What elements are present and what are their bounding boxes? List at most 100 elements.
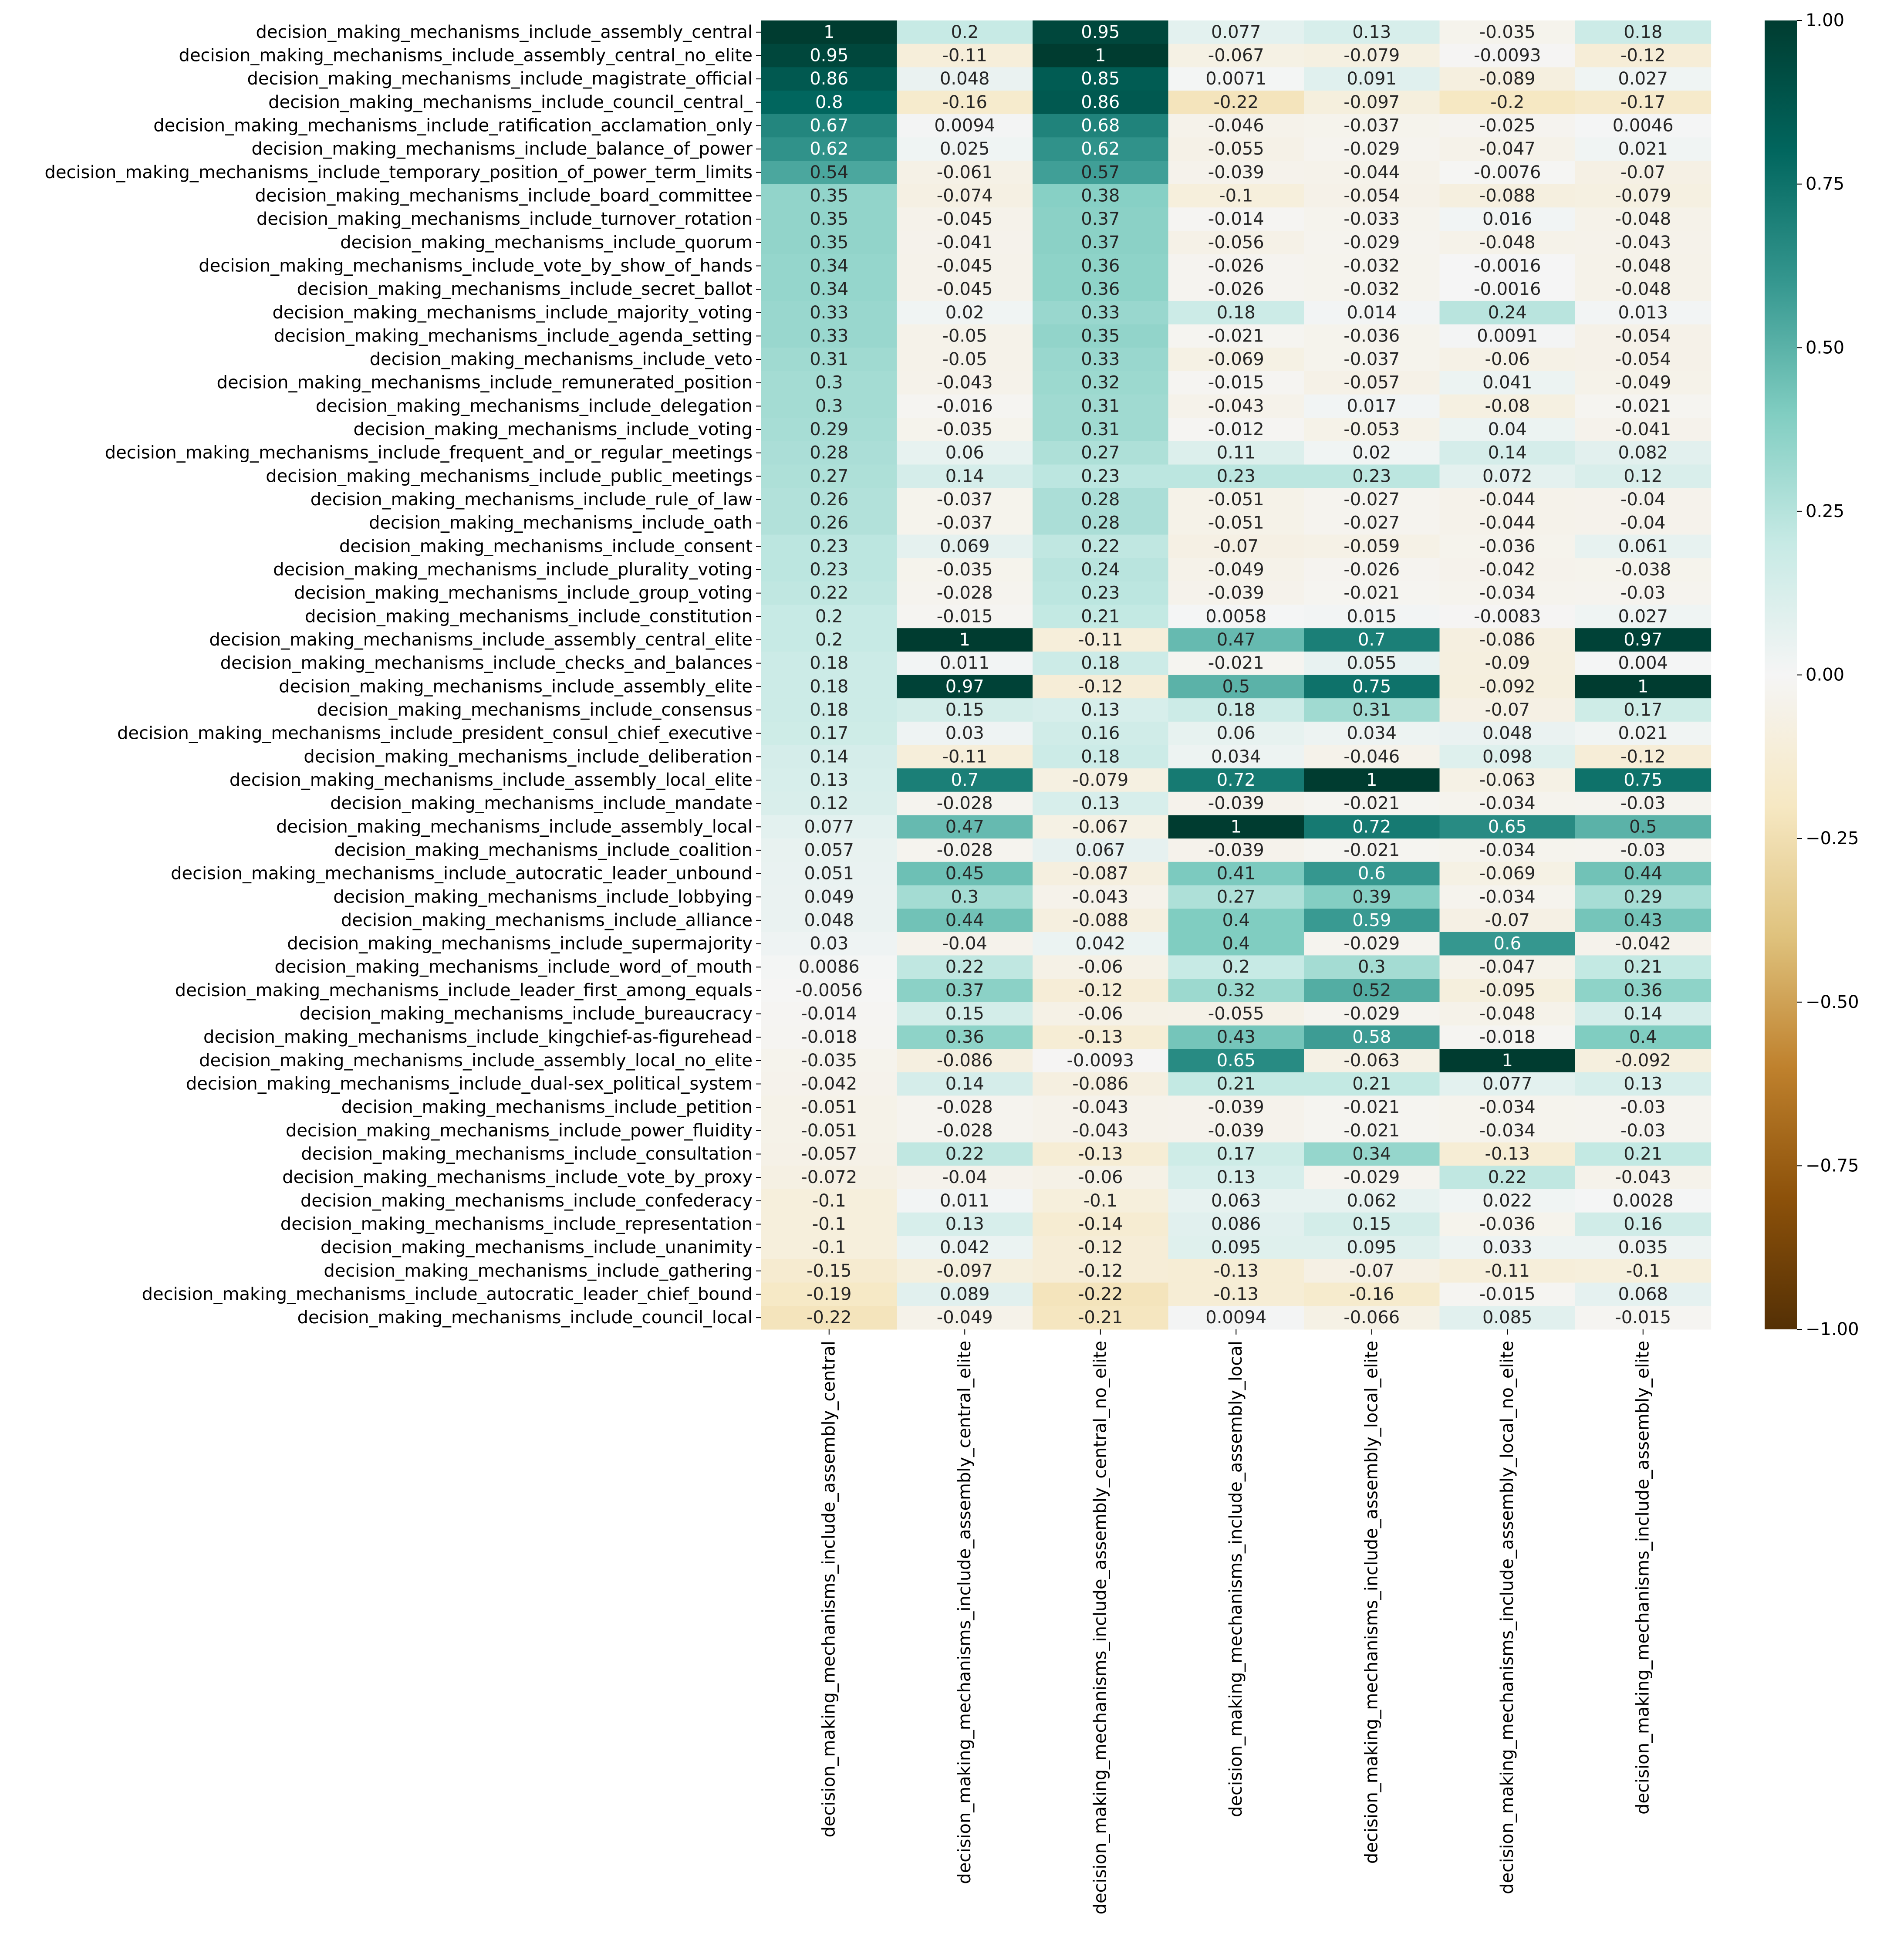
heatmap-cell bbox=[1168, 979, 1304, 1003]
cell-value-label: 0.077 bbox=[1482, 1074, 1533, 1094]
heatmap-cell bbox=[761, 815, 898, 839]
cell-value-label: -0.07 bbox=[1485, 910, 1530, 930]
heatmap-cell bbox=[1575, 90, 1712, 115]
heatmap-cell bbox=[897, 20, 1033, 44]
heatmap-cell bbox=[761, 1259, 898, 1283]
cell-value-label: -0.12 bbox=[1620, 747, 1666, 767]
cell-value-label: -0.07 bbox=[1349, 1261, 1394, 1281]
heatmap-cell bbox=[1033, 581, 1169, 605]
cell-value-label: -0.021 bbox=[1344, 840, 1400, 860]
row-tick-label: decision_making_mechanisms_include_super… bbox=[287, 934, 753, 954]
cell-value-label: 0.32 bbox=[1217, 980, 1256, 1001]
heatmap-cell bbox=[897, 745, 1033, 769]
heatmap-cell bbox=[761, 558, 898, 582]
heatmap-cell bbox=[897, 909, 1033, 933]
row-tick-label: decision_making_mechanisms_include_ratif… bbox=[153, 115, 753, 135]
cell-value-label: -0.1 bbox=[1219, 186, 1253, 206]
row-tick-label: decision_making_mechanisms_include_burea… bbox=[300, 1004, 753, 1024]
cell-value-label: -0.042 bbox=[801, 1074, 857, 1094]
cell-value-label: 0.33 bbox=[810, 303, 848, 323]
cell-value-label: -0.079 bbox=[1344, 45, 1400, 65]
heatmap-cell bbox=[761, 628, 898, 652]
heatmap-cell bbox=[897, 1212, 1033, 1236]
column-tick-label: decision_making_mechanisms_include_assem… bbox=[819, 1341, 839, 1838]
heatmap-cell bbox=[1168, 815, 1304, 839]
cell-value-label: -0.033 bbox=[1344, 209, 1400, 229]
heatmap-cell bbox=[1575, 1166, 1712, 1190]
cell-value-label: 0.034 bbox=[1211, 747, 1261, 767]
cell-value-label: 0.03 bbox=[810, 934, 848, 954]
heatmap-cell bbox=[1575, 207, 1712, 231]
cell-value-label: 0.042 bbox=[1075, 934, 1125, 954]
cell-value-label: 0.54 bbox=[810, 162, 848, 183]
cell-value-label: 0.042 bbox=[940, 1237, 990, 1257]
heatmap-cell bbox=[897, 628, 1033, 652]
cell-value-label: -0.17 bbox=[1620, 92, 1666, 112]
cell-value-label: 0.18 bbox=[1081, 747, 1120, 767]
heatmap-cell bbox=[1033, 932, 1169, 956]
cell-value-label: 0.68 bbox=[1081, 115, 1120, 135]
heatmap-cell bbox=[1033, 20, 1169, 44]
cell-value-label: -0.049 bbox=[937, 1308, 993, 1328]
cell-value-label: 0.011 bbox=[940, 1191, 990, 1211]
heatmap-cell bbox=[1033, 1002, 1169, 1026]
cell-value-label: -0.021 bbox=[1615, 396, 1671, 416]
row-tick-label: decision_making_mechanisms_include_presi… bbox=[117, 723, 753, 744]
cell-value-label: 0.7 bbox=[951, 770, 979, 790]
heatmap-cell bbox=[1304, 44, 1440, 68]
heatmap-cell bbox=[761, 862, 898, 886]
cell-value-label: -0.0093 bbox=[1474, 45, 1541, 65]
heatmap-cell bbox=[1304, 371, 1440, 395]
heatmap-cell bbox=[1575, 114, 1712, 138]
heatmap-cell bbox=[761, 909, 898, 933]
heatmap-cell bbox=[1033, 1049, 1169, 1073]
cell-value-label: -0.047 bbox=[1479, 139, 1536, 159]
cell-value-label: -0.1 bbox=[812, 1214, 846, 1234]
colorbar-tick-label: 0.50 bbox=[1806, 338, 1844, 358]
heatmap-cell bbox=[1304, 768, 1440, 792]
cell-value-label: -0.22 bbox=[807, 1308, 852, 1328]
cell-value-label: -0.06 bbox=[1078, 1167, 1123, 1187]
heatmap-cell bbox=[761, 1072, 898, 1096]
cell-value-label: -0.0093 bbox=[1067, 1051, 1134, 1071]
row-tick-label: decision_making_mechanisms_include_lobby… bbox=[333, 887, 753, 907]
heatmap-cell bbox=[1304, 1072, 1440, 1096]
cell-value-label: -0.028 bbox=[937, 1097, 993, 1117]
heatmap-cell bbox=[1575, 160, 1712, 185]
heatmap-cell bbox=[1304, 511, 1440, 535]
cell-value-label: -0.036 bbox=[1479, 1214, 1536, 1234]
cell-value-label: 0.34 bbox=[810, 256, 848, 276]
cell-value-label: -0.074 bbox=[937, 186, 993, 206]
heatmap-cell bbox=[761, 277, 898, 301]
cell-value-label: -0.12 bbox=[1620, 45, 1666, 65]
heatmap-cell bbox=[761, 324, 898, 348]
cell-value-label: 0.13 bbox=[945, 1214, 984, 1234]
cell-value-label: 0.59 bbox=[1352, 910, 1391, 930]
heatmap-cell bbox=[1439, 768, 1576, 792]
row-tick-label: decision_making_mechanisms_include_leade… bbox=[175, 980, 753, 1001]
row-tick-label: decision_making_mechanisms_include_veto bbox=[370, 349, 753, 369]
row-tick-label: decision_making_mechanisms_include_rule_… bbox=[311, 490, 753, 510]
heatmap-cell bbox=[761, 114, 898, 138]
heatmap-cell bbox=[1033, 651, 1169, 676]
cell-value-label: 0.35 bbox=[1081, 326, 1120, 346]
heatmap-cell bbox=[1033, 324, 1169, 348]
heatmap-cell bbox=[761, 371, 898, 395]
cell-value-label: 0.0091 bbox=[1477, 326, 1538, 346]
heatmap-cell bbox=[1168, 1236, 1304, 1260]
heatmap-cell bbox=[1033, 277, 1169, 301]
heatmap-cell bbox=[1439, 791, 1576, 816]
heatmap-cell bbox=[1168, 1212, 1304, 1236]
heatmap-cell bbox=[897, 862, 1033, 886]
row-tick-label: decision_making_mechanisms_include_assem… bbox=[256, 22, 753, 42]
row-tick-label: decision_making_mechanisms_include_repre… bbox=[280, 1214, 753, 1234]
cell-value-label: 0.069 bbox=[940, 536, 990, 556]
heatmap-cell bbox=[1033, 534, 1169, 558]
cell-value-label: -0.08 bbox=[1485, 396, 1530, 416]
heatmap-cell bbox=[1575, 979, 1712, 1003]
cell-value-label: -0.19 bbox=[807, 1284, 852, 1304]
cell-value-label: -0.015 bbox=[937, 606, 993, 626]
heatmap-cell bbox=[897, 1119, 1033, 1143]
heatmap-cell bbox=[1439, 605, 1576, 629]
heatmap-cell bbox=[761, 348, 898, 372]
